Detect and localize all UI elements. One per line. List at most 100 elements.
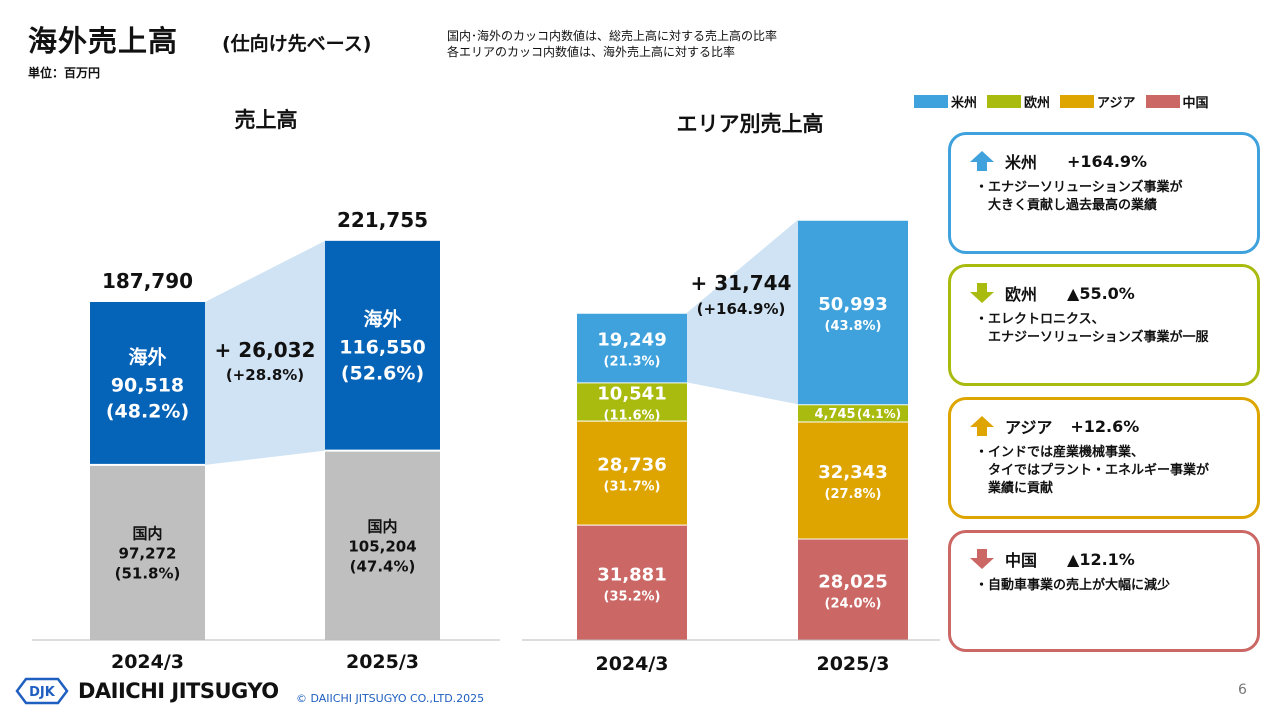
- panel-americas: 米州 +164.9% ・エナジーソリューションズ事業が 大きく貢献し過去最高の業…: [948, 132, 1260, 254]
- bar-asia: [798, 421, 908, 539]
- x-tick-label: 2024/3: [111, 651, 184, 673]
- panel-bullet: ・エレクトロニクス、: [975, 312, 1105, 327]
- panel-asia-bullets: ・インドでは産業機械事業、 タイではプラント・エネルギー事業が 業績に貢献: [975, 444, 1209, 498]
- legend-item-americas: 米州: [914, 92, 977, 111]
- legend-label-asia: アジア: [1097, 95, 1136, 111]
- segment-share-label: (24.0%): [825, 596, 882, 611]
- segment-value-label: 32,343: [818, 462, 887, 483]
- panel-bullet: タイではプラント・エネルギー事業が: [975, 463, 1210, 478]
- panel-americas-name: 米州: [1005, 153, 1038, 172]
- domestic-share-label: (51.8%): [115, 564, 181, 582]
- bar-china: [577, 524, 687, 640]
- legend-swatch-europe: [987, 94, 1022, 108]
- arrow-up-icon: [970, 416, 994, 436]
- segment-share-label: (4.1%): [857, 407, 901, 421]
- panel-asia-head: アジア +12.6%: [969, 414, 1139, 438]
- overseas-value-label: 116,550: [339, 337, 426, 359]
- djk-logo-icon: DJK: [15, 677, 69, 705]
- bar-americas: [798, 219, 908, 405]
- legend-swatch-asia: [1060, 94, 1095, 108]
- x-tick-label: 2025/3: [346, 651, 419, 673]
- bar-overseas: [90, 301, 205, 465]
- segment-share-label: (21.3%): [604, 355, 661, 370]
- logo-mark-text: DJK: [29, 685, 56, 700]
- bar-americas: [577, 312, 687, 383]
- panel-bullet: ・自動車事業の売上が大幅に減少: [975, 578, 1171, 593]
- change-pct-label: (+164.9%): [697, 300, 786, 318]
- bar-overseas: [325, 240, 440, 451]
- arrow-down-icon: [970, 283, 994, 303]
- domestic-name-label: 国内: [367, 517, 397, 535]
- panel-asia-change: +12.6%: [1070, 416, 1140, 436]
- panel-europe-change: ▲55.0%: [1067, 283, 1135, 303]
- legend-item-asia: アジア: [1060, 92, 1136, 111]
- legend-swatch-china: [1145, 94, 1180, 108]
- logo-text: DAIICHI JITSUGYO: [78, 679, 279, 703]
- note-ratio-total: 国内･海外のカッコ内数値は、総売上高に対する売上高の比率: [447, 29, 778, 43]
- overseas-value-label: 90,518: [111, 374, 184, 396]
- legend-item-europe: 欧州: [987, 92, 1050, 111]
- x-tick-label: 2025/3: [816, 653, 889, 675]
- panel-europe-bullets: ・エレクトロニクス、 エナジーソリューションズ事業が一服: [975, 311, 1208, 347]
- company-logo: DJK DAIICHI JITSUGYO: [14, 676, 279, 706]
- domestic-name-label: 国内: [132, 524, 162, 542]
- area-legend: 米州 欧州 アジア 中国: [914, 91, 1219, 111]
- copyright: © DAIICHI JITSUGYO CO.,LTD.2025: [296, 692, 485, 705]
- overseas-name-label: 海外: [128, 345, 166, 368]
- segment-value-label: 19,249: [597, 330, 666, 351]
- total-label: 187,790: [102, 269, 193, 293]
- panel-americas-bullets: ・エナジーソリューションズ事業が 大きく貢献し過去最高の業績: [975, 179, 1182, 215]
- panel-china-name: 中国: [1005, 551, 1038, 570]
- sales-chart-title: 売上高: [234, 108, 298, 132]
- bar-domestic: [90, 464, 205, 640]
- bar-europe: [577, 382, 687, 421]
- segment-share-label: (35.2%): [604, 589, 661, 604]
- x-tick-label: 2024/3: [595, 653, 668, 675]
- segment-share-label: (43.8%): [825, 319, 882, 334]
- segment-value-label: 50,993: [818, 294, 887, 315]
- growth-band: [205, 240, 325, 465]
- segment-share-label: (11.6%): [604, 408, 661, 423]
- unit-label: 単位：百万円: [28, 66, 101, 80]
- panel-china-change: ▲12.1%: [1067, 549, 1135, 569]
- arrow-down-icon: [970, 549, 994, 569]
- page-number: 6: [1238, 682, 1247, 698]
- bar-asia: [577, 420, 687, 525]
- panel-bullet: ・インドでは産業機械事業、: [975, 445, 1145, 460]
- segment-value-label: 28,736: [597, 455, 666, 476]
- segment-value-label: 4,745: [814, 407, 855, 422]
- segment-value-label: 31,881: [597, 564, 666, 585]
- page-subtitle: (仕向け先ベース): [222, 33, 372, 55]
- bar-europe: [798, 404, 908, 422]
- panel-china: 中国 ▲12.1% ・自動車事業の売上が大幅に減少: [948, 530, 1260, 652]
- overseas-name-label: 海外: [363, 308, 401, 331]
- change-amount-label: + 26,032: [215, 338, 316, 362]
- domestic-value-label: 97,272: [119, 544, 177, 562]
- panel-china-bullets: ・自動車事業の売上が大幅に減少: [975, 577, 1170, 595]
- legend-item-china: 中国: [1145, 92, 1209, 111]
- overseas-share-label: (52.6%): [341, 363, 424, 385]
- panel-americas-change: +164.9%: [1067, 151, 1148, 171]
- bar-domestic: [325, 450, 440, 640]
- panel-bullet: 大きく貢献し過去最高の業績: [975, 198, 1158, 213]
- domestic-share-label: (47.4%): [350, 557, 416, 575]
- bar-china: [798, 538, 908, 640]
- segment-share-label: (27.8%): [825, 487, 882, 502]
- change-pct-label: (+28.8%): [226, 366, 304, 384]
- legend-label-europe: 欧州: [1024, 95, 1051, 111]
- legend-label-china: 中国: [1182, 95, 1209, 111]
- panel-bullet: ・エナジーソリューションズ事業が: [975, 180, 1183, 195]
- arrow-up-icon: [970, 151, 994, 171]
- overseas-share-label: (48.2%): [106, 400, 189, 422]
- segment-value-label: 10,541: [597, 383, 666, 404]
- legend-swatch-americas: [914, 94, 948, 108]
- panel-europe: 欧州 ▲55.0% ・エレクトロニクス、 エナジーソリューションズ事業が一服: [948, 264, 1260, 386]
- segment-value-label: 28,025: [818, 571, 887, 592]
- panel-bullet: エナジーソリューションズ事業が一服: [975, 330, 1209, 345]
- segment-share-label: (31.7%): [604, 480, 661, 495]
- panel-asia-name: アジア: [1005, 418, 1053, 437]
- panel-europe-name: 欧州: [1005, 285, 1038, 304]
- change-amount-label: + 31,744: [691, 271, 792, 295]
- panel-europe-head: 欧州 ▲55.0%: [969, 281, 1135, 305]
